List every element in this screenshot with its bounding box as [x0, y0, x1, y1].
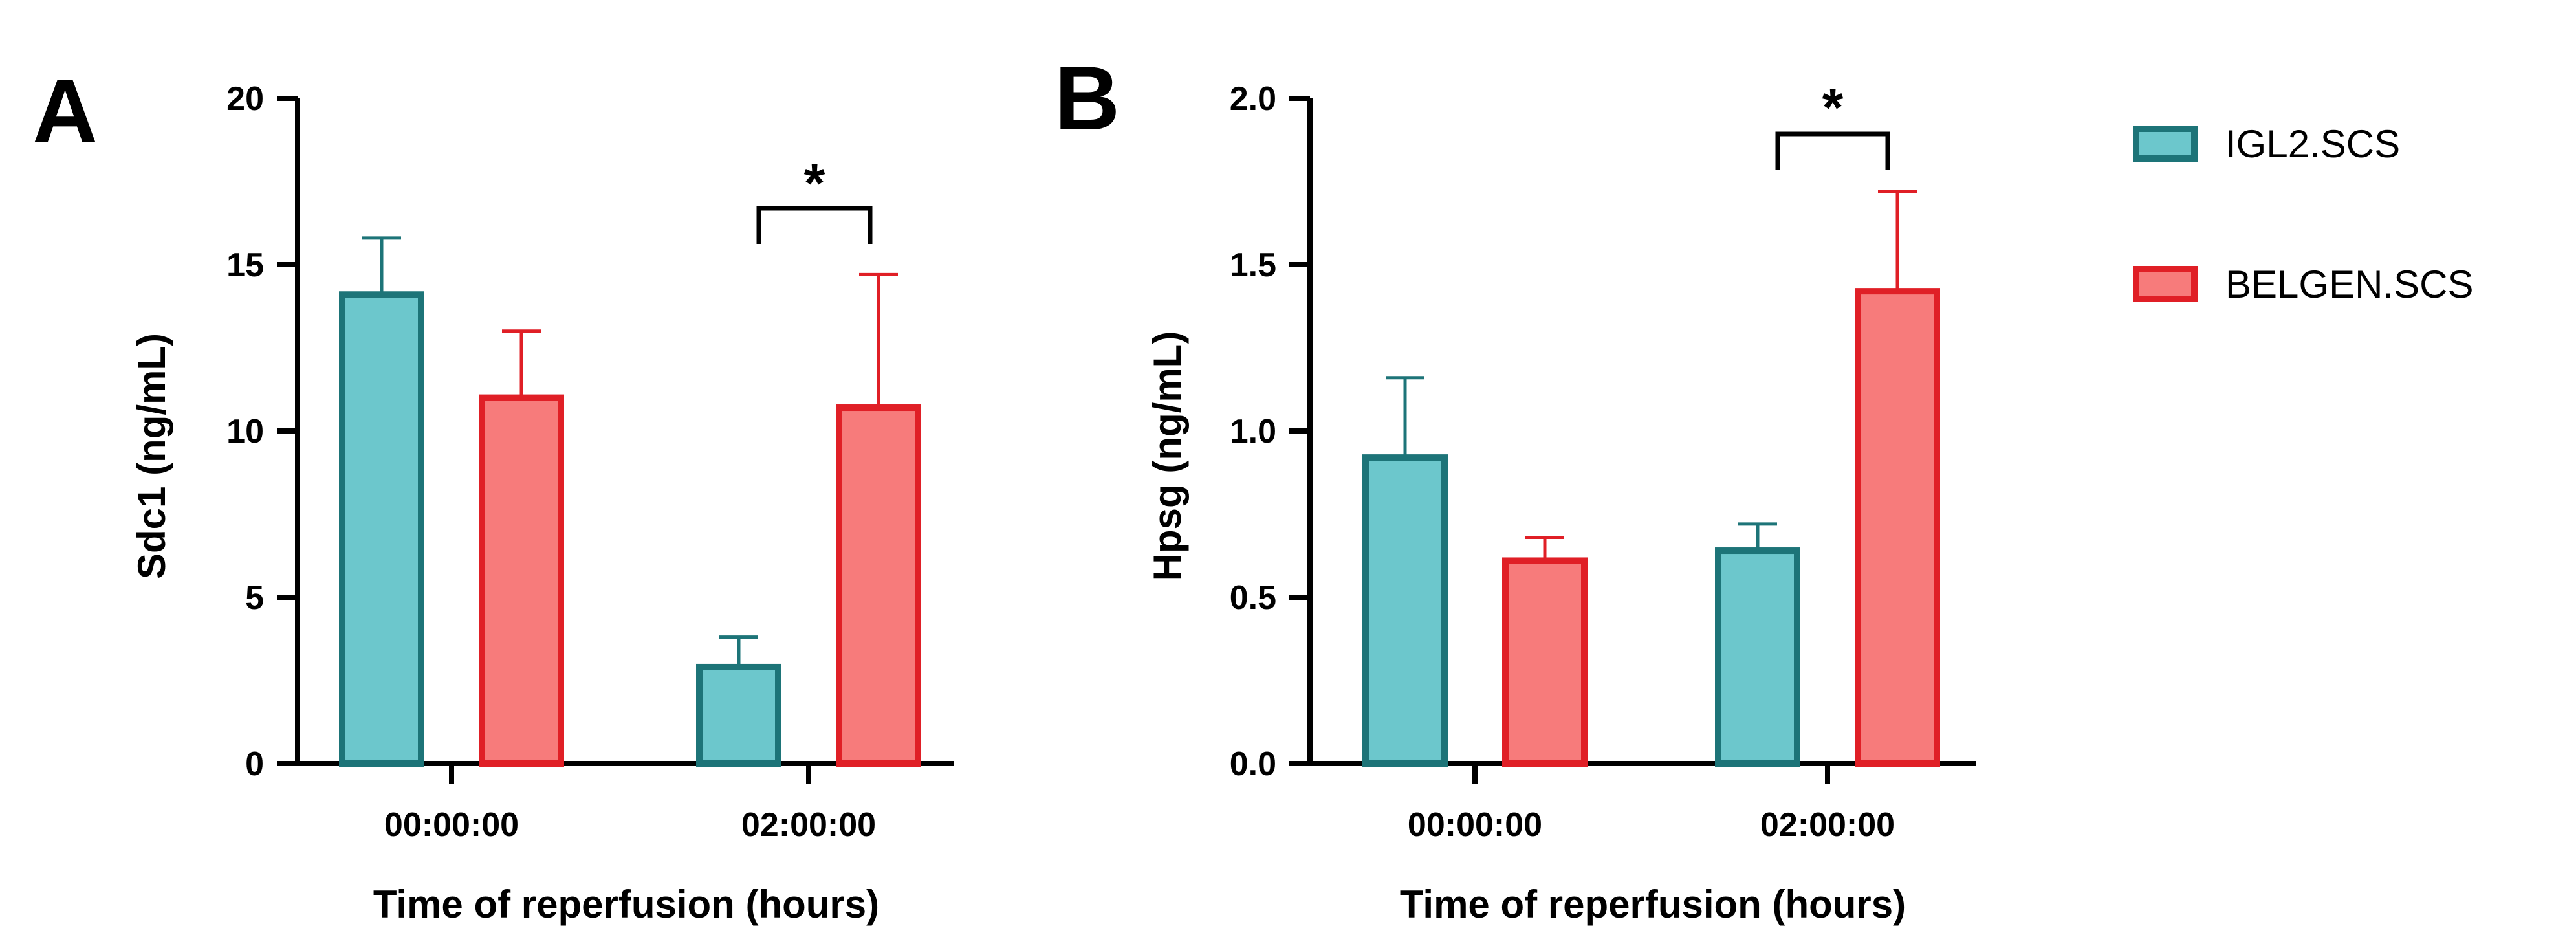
- panel-a-significance: *: [756, 153, 873, 244]
- panel-a-y-tick: 20: [226, 80, 298, 118]
- panel-b-x-tick: 02:00:00: [1760, 764, 1895, 844]
- panel-a-y-tick-label: 20: [226, 80, 264, 118]
- legend-label-belgen: BELGEN.SCS: [2225, 263, 2473, 306]
- bar-rect-b-belgen-2h: [1855, 288, 1940, 767]
- panel-a-y-tick: 0: [245, 745, 298, 783]
- panel-a-y-tick: 5: [245, 579, 298, 617]
- panel-b-x-tick-label: 02:00:00: [1760, 806, 1895, 844]
- panel-a-y-tick: 15: [226, 247, 298, 284]
- panel-b-bars: [1362, 190, 1940, 767]
- panel-a-significance-star: *: [804, 153, 825, 214]
- panel-b-letter: B: [1054, 47, 1120, 149]
- panel-b-x-ticks: 00:00:00 02:00:00: [1408, 764, 1895, 844]
- panel-a: A Sdc1 (ng/mL) 0 5 10 15 20 00:00:00 02:…: [32, 60, 954, 926]
- panel-a-y-tick-label: 0: [245, 745, 264, 783]
- panel-a-y-tick: 10: [226, 413, 298, 450]
- bar-rect-b-igl2-0h: [1362, 454, 1448, 767]
- panel-a-x-tick-label: 00:00:00: [384, 806, 519, 844]
- legend: IGL2.SCS BELGEN.SCS: [2133, 122, 2473, 306]
- panel-b-x-tick: 00:00:00: [1408, 764, 1542, 844]
- panel-b-significance-star: *: [1822, 77, 1844, 138]
- panel-b-y-tick-label: 0.0: [1230, 745, 1276, 783]
- panel-a-y-tick-label: 15: [226, 247, 264, 284]
- panel-b-y-tick: 0.0: [1230, 745, 1310, 783]
- panel-b-y-tick: 2.0: [1230, 80, 1310, 118]
- bar-rect-a-belgen-0h: [479, 394, 564, 767]
- panel-b-x-axis-title: Time of reperfusion (hours): [1400, 883, 1906, 926]
- panel-a-x-axis-title: Time of reperfusion (hours): [373, 883, 879, 926]
- bar-rect-b-igl2-2h: [1715, 547, 1800, 767]
- panel-a-x-tick: 00:00:00: [384, 764, 519, 844]
- panel-b-y-tick-label: 1.5: [1230, 247, 1276, 284]
- panel-b-y-tick-label: 1.0: [1230, 413, 1276, 450]
- panel-a-significance-bracket: [756, 206, 873, 244]
- bar-rect-a-igl2-0h: [339, 291, 424, 767]
- bar-rect-a-belgen-2h: [836, 404, 921, 767]
- bar-rect-b-belgen-0h: [1502, 557, 1588, 767]
- panel-a-y-tick-label: 10: [226, 413, 264, 450]
- panel-b: B Hpsg (ng/mL) 0.0 0.5 1.0 1.5 2.0 00:00…: [1054, 47, 1976, 926]
- legend-item-igl2: IGL2.SCS: [2133, 122, 2400, 166]
- bar-b-igl2-0h: [1362, 376, 1448, 767]
- panel-b-y-tick-label: 2.0: [1230, 80, 1276, 118]
- panel-b-significance-bracket: [1775, 131, 1890, 170]
- bar-a-igl2-0h: [339, 236, 424, 767]
- panel-a-x-ticks: 00:00:00 02:00:00: [384, 764, 876, 844]
- legend-swatch-belgen: [2133, 266, 2198, 302]
- bar-b-belgen-0h: [1502, 535, 1588, 767]
- panel-a-x-tick: 02:00:00: [741, 764, 876, 844]
- panel-b-x-tick-label: 00:00:00: [1408, 806, 1542, 844]
- panel-a-y-tick-label: 5: [245, 579, 264, 617]
- panel-b-y-tick-label: 0.5: [1230, 579, 1276, 617]
- legend-item-belgen: BELGEN.SCS: [2133, 263, 2473, 306]
- legend-label-igl2: IGL2.SCS: [2225, 122, 2400, 166]
- panel-b-y-axis-title: Hpsg (ng/mL): [1146, 331, 1189, 582]
- bar-b-igl2-2h: [1715, 522, 1800, 767]
- panel-a-y-axis-title: Sdc1 (ng/mL): [130, 333, 173, 579]
- panel-a-x-tick-label: 02:00:00: [741, 806, 876, 844]
- panel-b-y-ticks: 0.0 0.5 1.0 1.5 2.0: [1230, 80, 1310, 783]
- panel-b-y-tick: 1.5: [1230, 247, 1310, 284]
- bar-a-belgen-0h: [479, 329, 564, 767]
- bar-a-igl2-2h: [696, 635, 781, 767]
- panel-a-letter: A: [32, 60, 98, 162]
- panel-a-bars: [339, 236, 921, 767]
- legend-swatch-igl2: [2133, 126, 2198, 162]
- bar-a-belgen-2h: [836, 272, 921, 767]
- bar-b-belgen-2h: [1855, 190, 1940, 767]
- panel-a-y-ticks: 0 5 10 15 20: [226, 80, 298, 783]
- panel-b-y-tick: 0.5: [1230, 579, 1310, 617]
- bar-rect-a-igl2-2h: [696, 663, 781, 767]
- panel-b-y-tick: 1.0: [1230, 413, 1310, 450]
- panel-b-significance: *: [1775, 77, 1890, 170]
